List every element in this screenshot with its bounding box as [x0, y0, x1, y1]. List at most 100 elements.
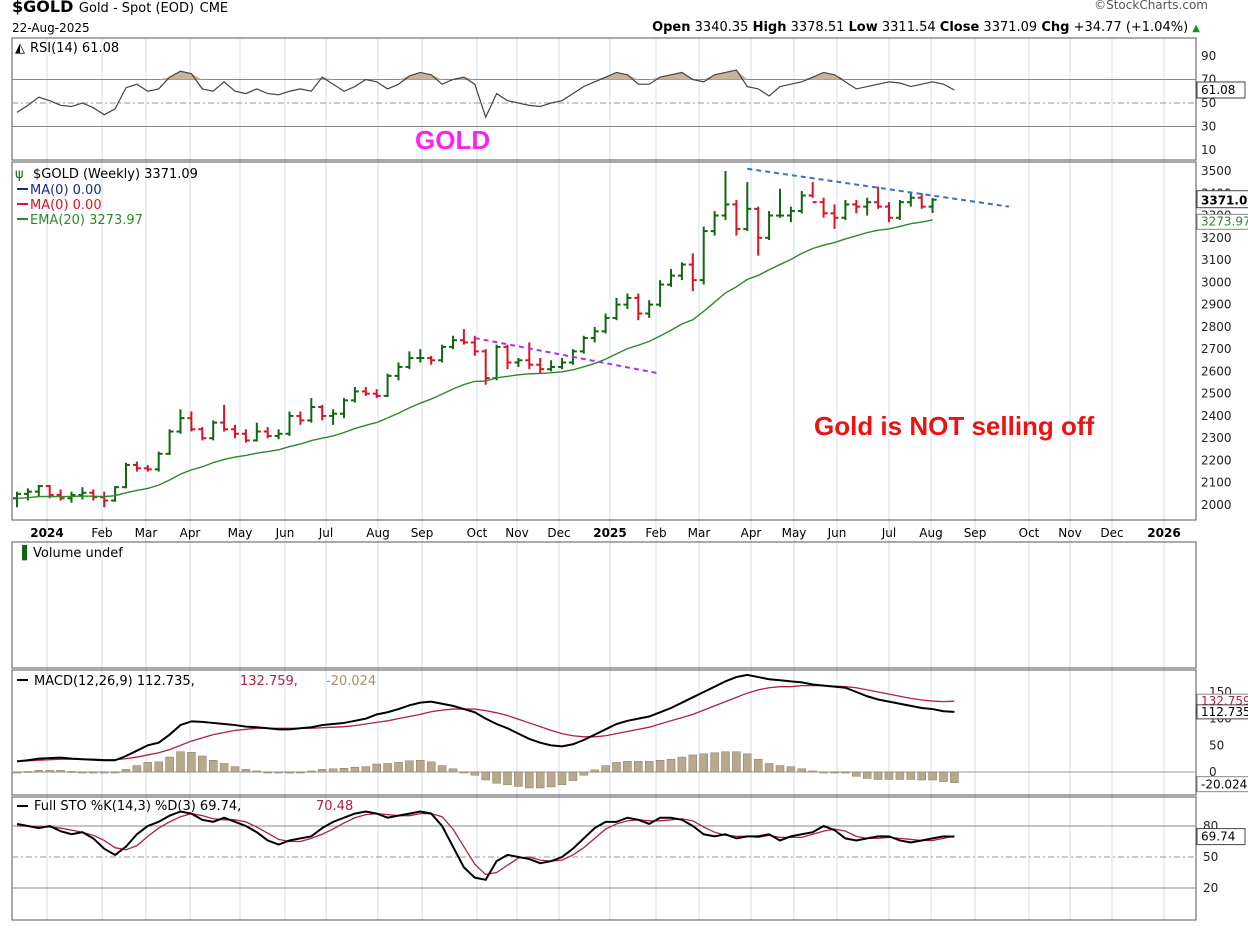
- macd-histogram-bar: [481, 771, 490, 781]
- ohlc-bar: [503, 344, 512, 370]
- ohlc-bar: [765, 211, 774, 241]
- ema-last-tag: 3273.97: [1201, 214, 1248, 228]
- ohlc-bar: [176, 409, 185, 434]
- macd-histogram-bar: [121, 769, 131, 773]
- ohlc-bar: [372, 389, 381, 399]
- macd-histogram-bar: [917, 771, 926, 781]
- macd-histogram-bar: [252, 770, 262, 773]
- rsi-overbought-fill: [158, 70, 846, 80]
- sto-title: Full STO %K(14,3) %D(3) 69.74,: [34, 799, 241, 814]
- macd-histogram-bar: [78, 771, 87, 774]
- x-axis-label: Mar: [688, 526, 711, 540]
- ohlc-bar: [143, 464, 152, 472]
- macd-histogram-bar: [492, 771, 501, 784]
- macd-histogram-bar: [775, 765, 785, 773]
- ohlc-bar: [656, 280, 665, 307]
- ohlc-bar: [677, 262, 686, 281]
- price-icon: ψ: [15, 167, 24, 182]
- open-value: 3340.35: [694, 20, 749, 35]
- ohlc-bar: [416, 349, 425, 363]
- macd-histogram-bar: [12, 771, 22, 774]
- x-axis-label: Nov: [1058, 526, 1081, 540]
- macd-line: [16, 673, 955, 763]
- macd-histogram-bar: [154, 761, 163, 773]
- x-axis-label: Dec: [547, 526, 570, 540]
- macd-histogram-bar: [383, 763, 392, 773]
- price-y-tick: 2400: [1201, 409, 1232, 423]
- macd-histogram-bar: [132, 765, 142, 773]
- ohlc-summary: Open 3340.35 High 3378.51 Low 3311.54 Cl…: [652, 20, 1200, 35]
- volume-icon: ▐: [17, 544, 28, 561]
- ohlc-bar: [590, 326, 599, 343]
- macd-histogram-bar: [939, 771, 948, 782]
- macd-histogram-bar: [579, 771, 589, 776]
- price-y-tick: 2300: [1201, 431, 1232, 445]
- ohlc-bar: [23, 488, 32, 501]
- close-value: 3371.09: [983, 20, 1038, 35]
- x-axis-label: Feb: [91, 526, 112, 540]
- panel-frame-rsi: [11, 37, 1197, 161]
- ohlc-bar: [154, 451, 163, 472]
- macd-histogram-bar: [405, 760, 414, 773]
- price-legend-item: MA(0) 0.00: [30, 183, 102, 198]
- chart-date: 22-Aug-2025: [12, 21, 90, 35]
- macd-signal-line: [16, 684, 955, 762]
- x-axis-label: Nov: [505, 526, 528, 540]
- x-axis-label: Apr: [741, 526, 762, 540]
- low-value: 3311.54: [881, 20, 936, 35]
- symbol-description: Gold - Spot (EOD): [78, 1, 195, 16]
- chg-label: Chg: [1041, 20, 1070, 35]
- ohlc-bar: [732, 199, 741, 236]
- ohlc-bar: [601, 313, 610, 334]
- macd-histogram-bar: [590, 769, 599, 773]
- chart-gridlines: [46, 38, 1165, 920]
- ohlc-bar: [863, 197, 872, 216]
- macd-histogram-bar: [655, 760, 665, 773]
- macd-hist-tag-box: [1196, 776, 1248, 793]
- macd-histogram-bar: [732, 751, 741, 773]
- price-panel-title: $GOLD (Weekly) 3371.09: [33, 167, 198, 182]
- ohlc-bar: [645, 300, 654, 318]
- macd-histogram-bar: [841, 771, 850, 774]
- macd-histogram-bar: [241, 769, 251, 773]
- panel-frame-sto: [11, 796, 1197, 921]
- ohlc-bar: [852, 199, 861, 214]
- ohlc-bar: [797, 191, 806, 214]
- macd-y-tick: 0: [1209, 765, 1217, 779]
- close-label: Close: [939, 20, 980, 35]
- brand-logo[interactable]: ©StockCharts.com: [1094, 0, 1208, 12]
- price-y-tick: 2900: [1201, 298, 1232, 312]
- ohlc-bar: [885, 202, 893, 223]
- sto-y-tick: 20: [1203, 881, 1218, 895]
- macd-histogram-bar: [950, 771, 959, 783]
- ohlc-bar: [536, 358, 545, 374]
- x-axis-label: Apr: [180, 526, 201, 540]
- price-y-tick: 2800: [1201, 320, 1232, 334]
- ohlc-bar: [427, 355, 436, 365]
- x-axis-label: Jul: [318, 526, 333, 540]
- ema-last-tag-box: [1196, 213, 1248, 230]
- not-selling-off-annotation: Gold is NOT selling off: [814, 411, 1095, 441]
- macd-histogram-bar: [503, 771, 512, 786]
- ohlc-bar: [318, 404, 327, 421]
- macd-histogram-bar: [328, 768, 338, 773]
- macd-histogram-bar: [426, 761, 436, 773]
- x-axis-label: 2024: [30, 526, 63, 540]
- sto-tag-box: [1196, 828, 1246, 846]
- ohlc-bar: [558, 358, 566, 370]
- macd-histogram-bar: [56, 770, 65, 773]
- low-label: Low: [848, 20, 878, 35]
- ohlc-bar: [111, 486, 120, 502]
- macd-histogram-bar: [219, 763, 229, 773]
- panel-frame-vol: [11, 541, 1197, 669]
- macd-histogram-bar: [274, 771, 283, 774]
- macd-histogram-bar: [688, 754, 698, 773]
- ohlc-bar: [263, 427, 272, 439]
- macd-hist-tag: -20.024: [1201, 778, 1247, 792]
- ohlc-bar: [808, 182, 817, 204]
- rsi-line: [16, 69, 955, 119]
- macd-histogram-bar: [753, 758, 763, 773]
- macd-histogram-bar: [525, 771, 534, 789]
- ohlc-bar: [928, 198, 937, 213]
